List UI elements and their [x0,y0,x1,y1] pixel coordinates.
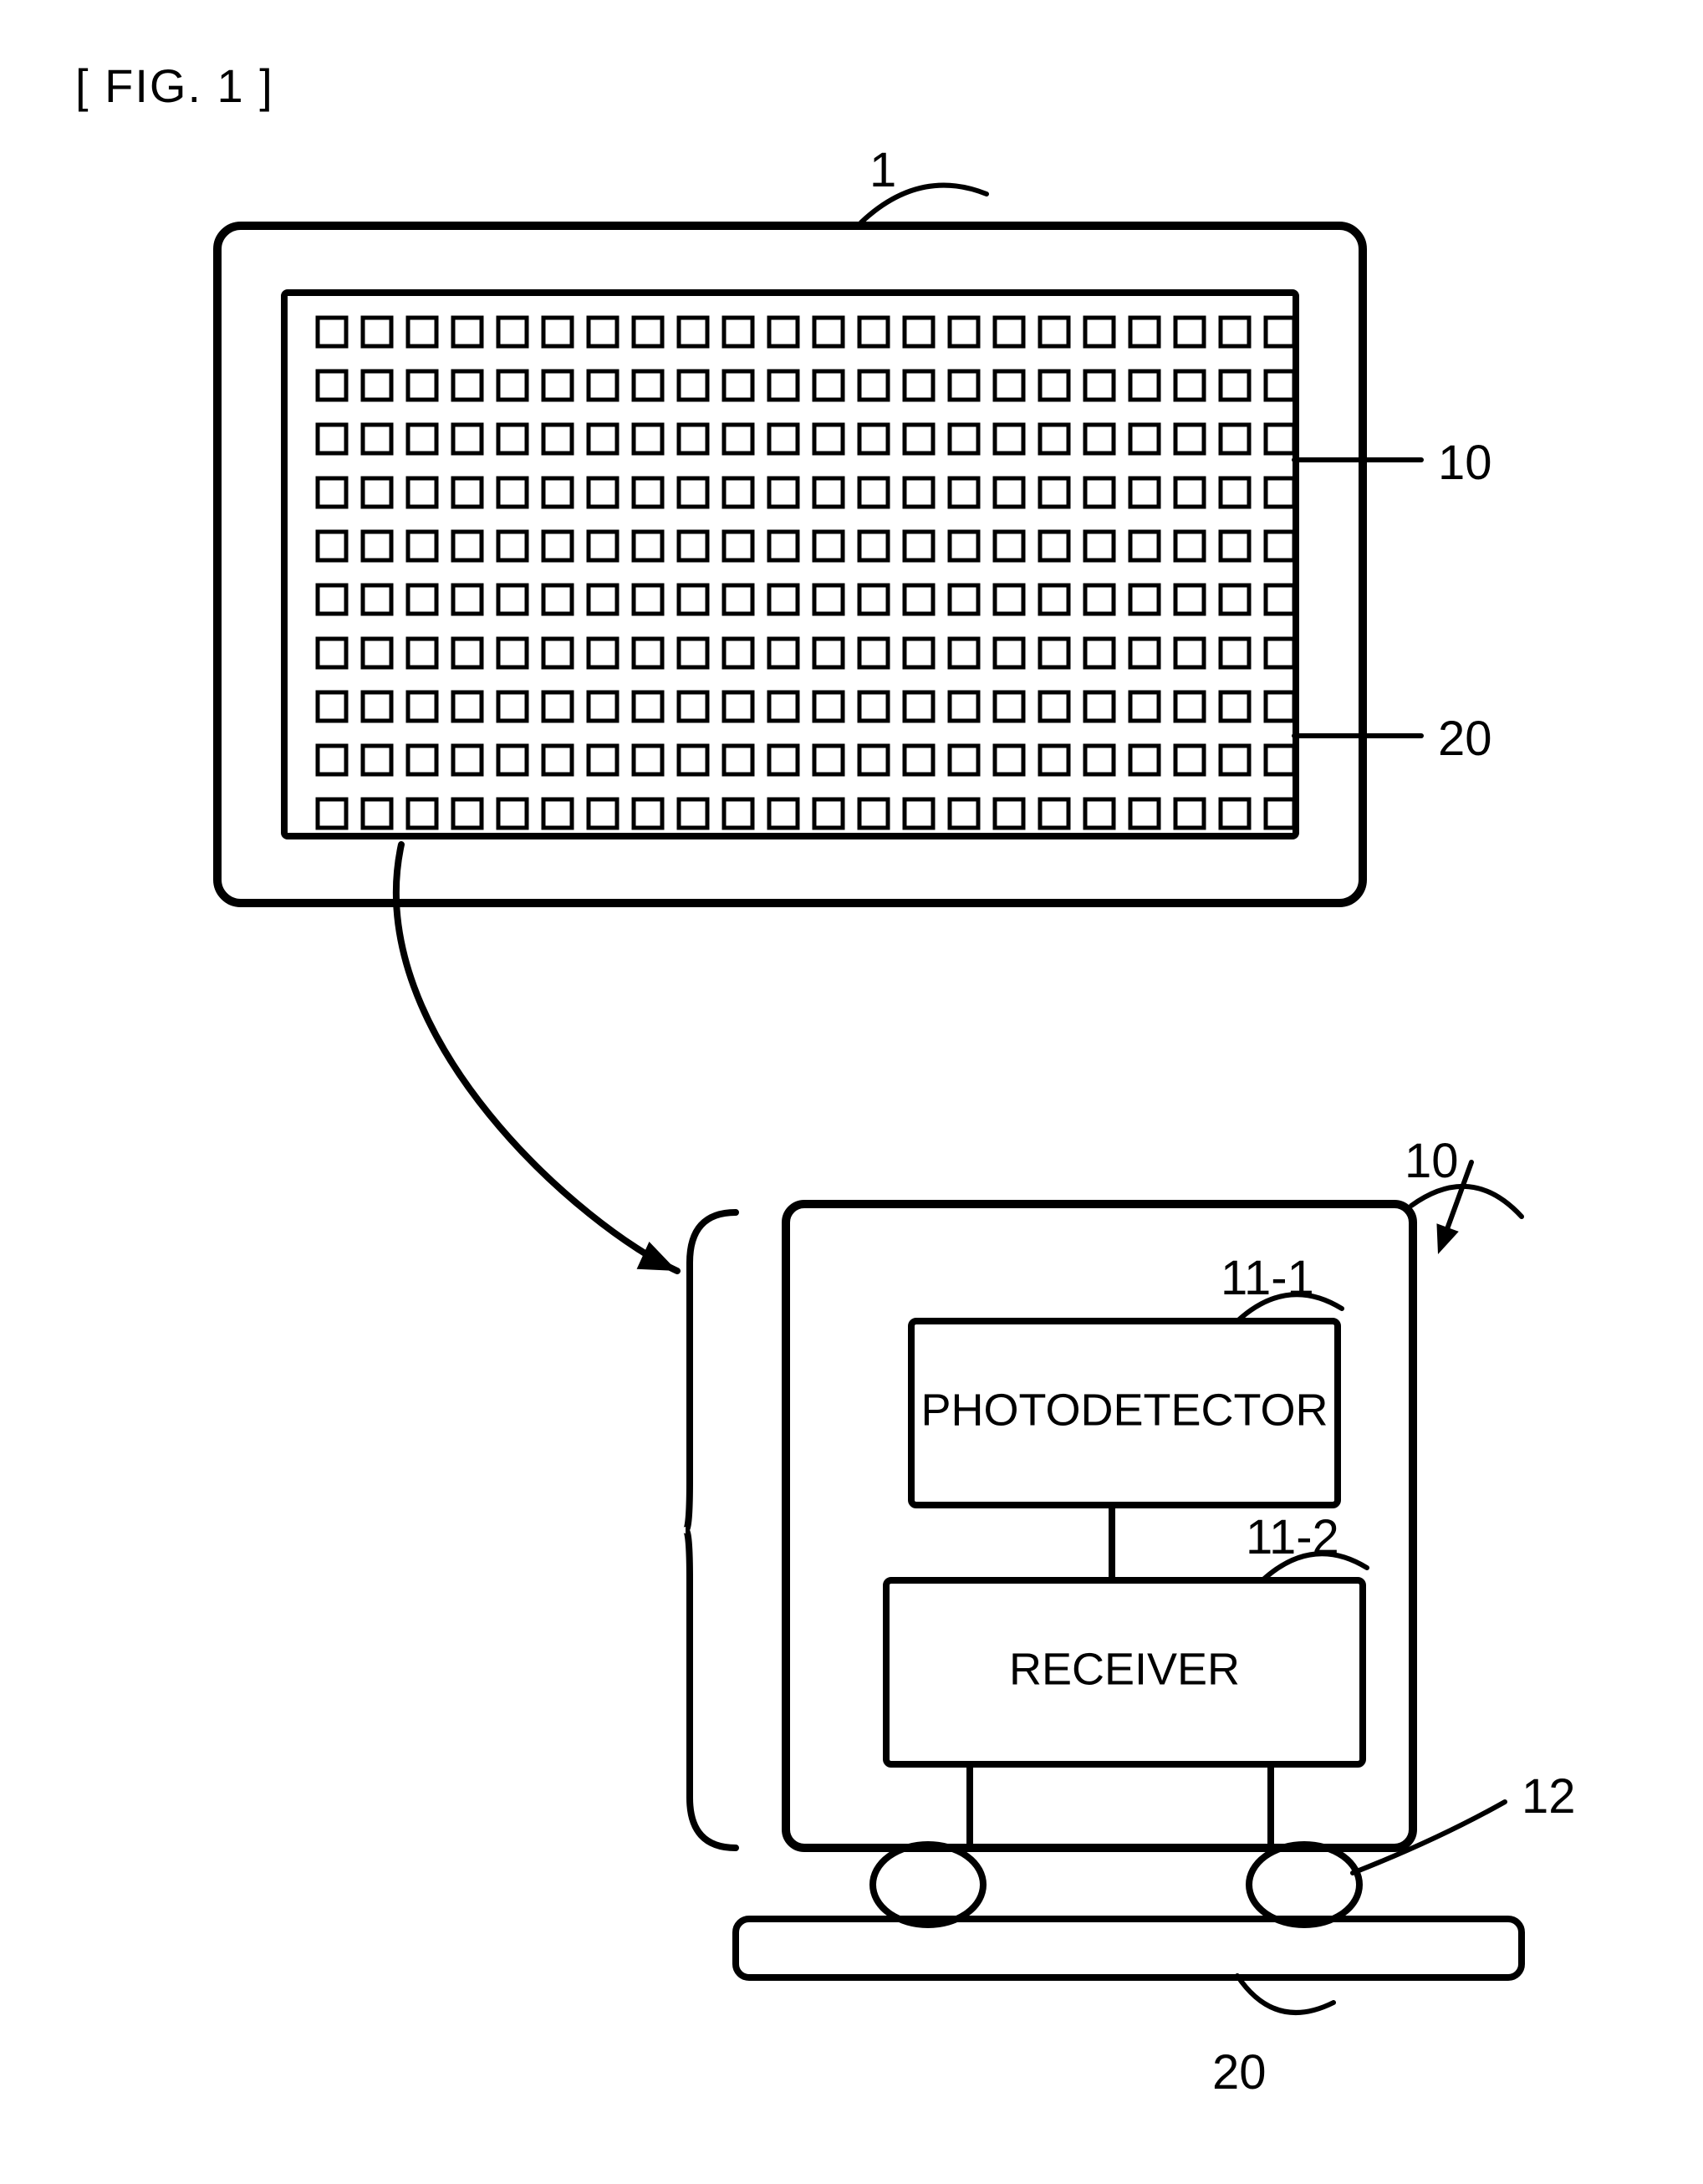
svg-text:PHOTODETECTOR: PHOTODETECTOR [920,1385,1328,1435]
callout-bump-12: 12 [1522,1768,1576,1824]
figure-caption: [ FIG. 1 ] [75,59,274,113]
svg-text:RECEIVER: RECEIVER [1009,1644,1240,1694]
callout-chip-10-top: 10 [1438,435,1492,491]
callout-panel-1: 1 [869,142,896,198]
callout-substrate-20-bottom: 20 [1212,2044,1267,2100]
figure-diagram: PHOTODETECTOR RECEIVER [0,0,1703,2184]
callout-chip-10-bottom: 10 [1405,1133,1459,1189]
callout-receiver-11-2: 11-2 [1246,1509,1339,1565]
figure-page: [ FIG. 1 ] PHOTODETECTOR RECEIVER 1 10 20… [0,0,1703,2184]
callout-photodetector-11-1: 11-1 [1221,1250,1314,1306]
callout-substrate-20-top: 20 [1438,711,1492,767]
